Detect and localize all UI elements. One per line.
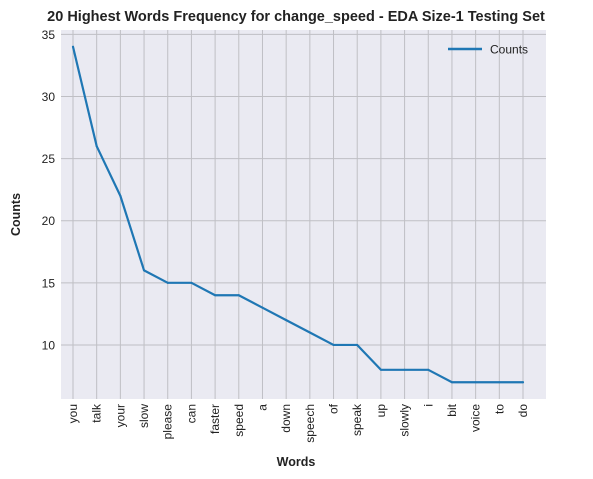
x-tick-label: a xyxy=(255,404,269,411)
y-axis-label: Counts xyxy=(9,193,23,236)
x-tick-label: bit xyxy=(445,403,459,416)
data-point xyxy=(379,368,382,371)
data-point xyxy=(143,269,146,272)
x-tick-label: slowly xyxy=(398,404,412,437)
x-tick-label: faster xyxy=(208,404,222,434)
data-point xyxy=(332,343,335,346)
x-tick-label: voice xyxy=(469,404,483,432)
y-tick-label: 30 xyxy=(42,90,56,104)
x-tick-label: speak xyxy=(350,403,364,436)
data-point xyxy=(498,381,501,384)
x-tick-label: slow xyxy=(137,404,151,428)
data-point xyxy=(403,368,406,371)
plot-area xyxy=(61,30,546,399)
x-tick-label: can xyxy=(184,404,198,423)
data-point xyxy=(237,294,240,297)
legend: Counts xyxy=(448,43,528,57)
chart-title: 20 Highest Words Frequency for change_sp… xyxy=(47,9,545,25)
x-tick-label: speech xyxy=(303,404,317,443)
data-point xyxy=(214,294,217,297)
data-point xyxy=(356,343,359,346)
y-tick-label: 25 xyxy=(42,152,56,166)
legend-label-counts: Counts xyxy=(490,43,528,57)
x-tick-label: do xyxy=(516,404,530,418)
data-points xyxy=(72,45,524,384)
y-axis-ticks: 10 15 20 25 30 35 xyxy=(42,28,56,353)
x-tick-label: of xyxy=(327,403,341,414)
data-point xyxy=(119,194,122,197)
data-point xyxy=(450,381,453,384)
x-tick-label: down xyxy=(279,404,293,433)
x-tick-label: your xyxy=(113,404,127,427)
data-point xyxy=(190,281,193,284)
data-point xyxy=(308,331,311,334)
data-point xyxy=(95,145,98,148)
data-point xyxy=(166,281,169,284)
y-tick-label: 15 xyxy=(42,276,56,290)
data-point xyxy=(474,381,477,384)
x-tick-label: talk xyxy=(90,403,104,423)
x-tick-label: you xyxy=(66,404,80,423)
y-tick-label: 10 xyxy=(42,338,56,352)
x-axis-ticks: you talk your slow please can faster speed a down… xyxy=(66,403,530,443)
x-tick-label: to xyxy=(492,404,506,414)
data-point xyxy=(285,319,288,322)
y-tick-label: 20 xyxy=(42,214,56,228)
x-axis-label: Words xyxy=(277,455,316,469)
x-tick-label: up xyxy=(374,404,388,418)
data-point xyxy=(261,306,264,309)
x-tick-label: speed xyxy=(232,404,246,437)
data-point xyxy=(427,368,430,371)
series-line-counts xyxy=(71,45,525,384)
x-tick-label: please xyxy=(161,404,175,440)
data-point xyxy=(72,45,74,48)
grid-lines xyxy=(61,30,546,399)
data-point xyxy=(522,381,524,384)
x-tick-label: i xyxy=(421,404,435,407)
y-tick-label: 35 xyxy=(42,28,56,42)
